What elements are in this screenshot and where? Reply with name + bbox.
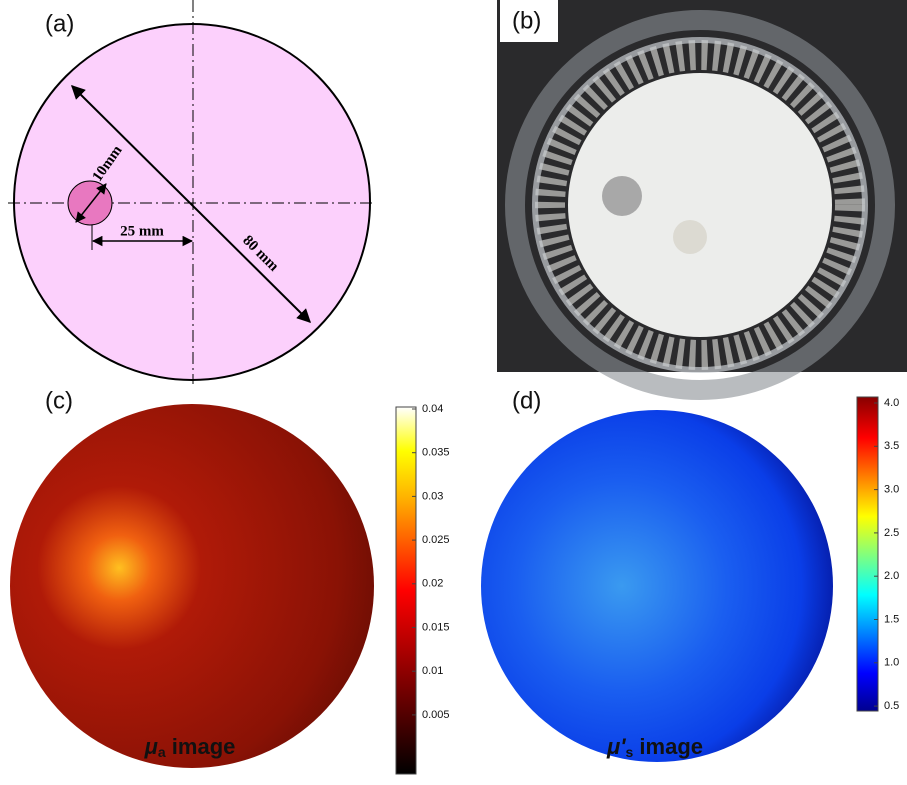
panel-label: (c) xyxy=(45,387,73,414)
caption-text: image xyxy=(166,734,236,759)
inclusion xyxy=(602,176,642,216)
figure: (a) 10mm 25 mm 80 mm (b) (c) 0.04 0.035 0.… xyxy=(0,0,907,785)
colorbar-tick-label: 0.01 xyxy=(422,665,443,677)
colorbar-tick-label: 2.0 xyxy=(884,570,899,582)
caption-text: image xyxy=(633,734,703,759)
subscript: a xyxy=(158,744,166,760)
symbol: μ xyxy=(144,734,158,759)
colorbar-tick-label: 0.02 xyxy=(422,578,443,590)
reconstruction xyxy=(10,404,374,768)
subscript: s xyxy=(626,744,634,760)
panel-a: (a) 10mm 25 mm 80 mm xyxy=(8,0,376,384)
colorbar-tick-label: 0.035 xyxy=(422,447,450,459)
colorbar-tick-label: 0.5 xyxy=(884,700,899,712)
colorbar-tick-label: 2.5 xyxy=(884,527,899,539)
caption: μa image xyxy=(144,734,236,760)
colorbar-tick-label: 0.03 xyxy=(422,490,443,502)
panel-d: (d) 4.0 3.5 3.0 2.5 2.0 1.5 1.0 0.5 μ's image xyxy=(481,387,899,762)
panel-b: (b) xyxy=(497,0,907,390)
colorbar-tick-label: 3.0 xyxy=(884,484,899,496)
panel-label: (b) xyxy=(512,7,541,34)
colorbar-tick-label: 0.04 xyxy=(422,403,443,415)
colorbar-tick-label: 3.5 xyxy=(884,440,899,452)
panel-c: (c) 0.04 0.035 0.03 0.025 0.02 0.015 0.01 0.005… xyxy=(10,387,450,774)
colorbar-tick-label: 1.5 xyxy=(884,613,899,625)
colorbar-tick-label: 0.005 xyxy=(422,709,450,721)
reconstruction xyxy=(481,410,833,762)
symbol: μ' xyxy=(606,734,626,759)
panel-label: (a) xyxy=(45,10,74,37)
colorbar-tick-label: 0.025 xyxy=(422,534,450,546)
colorbar xyxy=(857,397,878,711)
panel-label: (d) xyxy=(512,387,541,414)
annotation: 25 mm xyxy=(120,223,164,239)
inclusion xyxy=(673,220,707,254)
colorbar-tick-label: 4.0 xyxy=(884,397,899,409)
colorbar-tick-label: 1.0 xyxy=(884,657,899,669)
colorbar xyxy=(396,407,416,774)
caption: μ's image xyxy=(606,734,703,760)
colorbar-tick-label: 0.015 xyxy=(422,621,450,633)
inclusion xyxy=(68,181,112,225)
phantom-outline xyxy=(14,24,370,380)
